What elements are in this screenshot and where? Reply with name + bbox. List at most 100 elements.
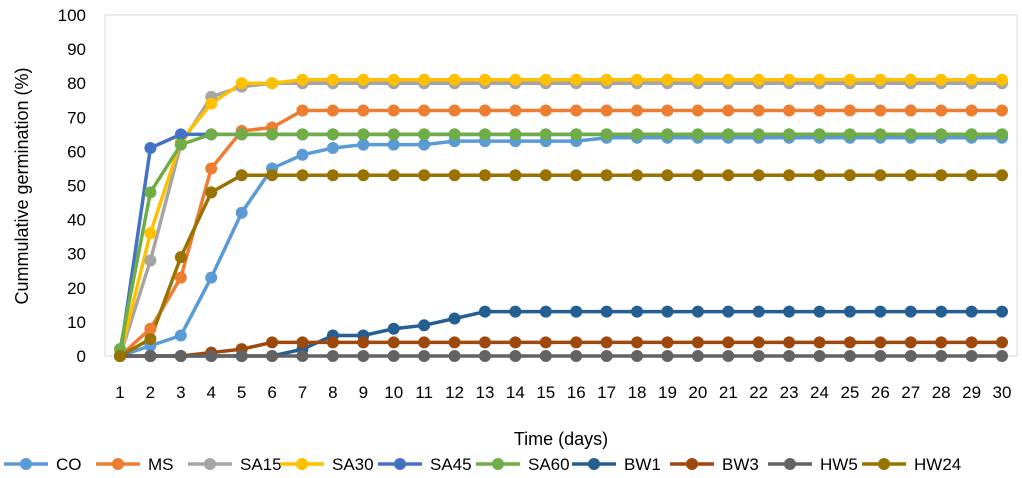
data-point-sa30 [843,73,856,86]
data-point-ms [205,162,218,175]
x-tick-label: 3 [176,383,185,402]
data-point-sa30 [904,73,917,86]
data-point-sa60 [478,128,491,141]
data-point-sa60 [874,128,887,141]
data-point-hw24 [418,169,431,182]
data-point-hw24 [996,169,1008,182]
data-point-bw3 [296,336,309,349]
data-point-sa30 [874,73,887,86]
data-point-bw3 [661,336,674,349]
legend-label-sa60: SA60 [528,455,570,474]
data-point-ms [722,104,735,117]
data-point-hw5 [478,350,491,362]
x-tick-label: 27 [901,383,920,402]
x-axis-label: Time (days) [514,429,608,449]
data-point-sa30 [509,73,522,86]
data-point-ms [631,104,644,117]
data-point-hw5 [235,350,248,362]
data-point-bw1 [783,305,796,318]
data-point-hw24 [326,169,339,182]
data-point-hw24 [539,169,552,182]
data-point-sa30 [326,73,339,86]
x-tick-label: 22 [749,383,768,402]
data-point-hw5 [874,350,887,362]
data-point-sa45 [174,128,187,141]
data-point-bw1 [387,322,400,335]
data-point-hw5 [296,350,309,362]
data-point-sa30 [478,73,491,86]
data-point-sa60 [448,128,461,141]
x-tick-label: 30 [993,383,1012,402]
data-point-hw24 [357,169,370,182]
legend-marker-hw5 [784,458,796,470]
data-point-hw5 [904,350,917,362]
legend-marker-sa45 [394,458,406,470]
data-point-hw5 [843,350,856,362]
data-point-ms [387,104,400,117]
data-point-sa60 [266,128,279,141]
data-point-bw3 [965,336,978,349]
data-point-sa30 [722,73,735,86]
x-tick-label: 19 [658,383,677,402]
data-point-bw3 [448,336,461,349]
legend-marker-bw1 [588,458,600,470]
data-point-bw1 [600,305,613,318]
data-point-bw3 [722,336,735,349]
data-point-sa60 [296,128,309,141]
y-tick-label: 60 [67,142,86,161]
legend-label-sa30: SA30 [332,455,374,474]
data-point-sa30 [539,73,552,86]
y-tick-label: 10 [67,313,86,332]
data-point-sa60 [570,128,583,141]
data-point-hw5 [509,350,522,362]
legend-label-hw5: HW5 [820,455,858,474]
legend-label-bw1: BW1 [624,455,661,474]
y-axis-label: Cummulative germination (%) [12,67,32,304]
data-point-sa60 [722,128,735,141]
data-point-sa60 [357,128,370,141]
data-point-hw5 [661,350,674,362]
data-point-sa60 [631,128,644,141]
data-point-ms [539,104,552,117]
legend-label-sa45: SA45 [430,455,472,474]
legend-marker-sa60 [492,458,504,470]
data-point-bw3 [266,336,279,349]
data-point-ms [509,104,522,117]
data-point-sa60 [539,128,552,141]
legend-marker-bw3 [686,458,698,470]
data-point-bw1 [965,305,978,318]
x-tick-label: 25 [840,383,859,402]
data-point-sa30 [448,73,461,86]
x-tick-label: 2 [146,383,155,402]
data-point-sa60 [205,128,218,141]
data-point-bw3 [478,336,491,349]
data-point-co [418,138,431,151]
data-point-hw24 [813,169,826,182]
data-point-bw1 [418,319,431,332]
data-point-sa60 [509,128,522,141]
data-point-bw3 [539,336,552,349]
data-point-sa60 [996,128,1008,141]
data-point-hw24 [448,169,461,182]
data-point-ms [478,104,491,117]
x-tick-label: 7 [298,383,307,402]
x-tick-label: 10 [384,383,403,402]
legend-marker-co [20,458,32,470]
data-point-sa30 [296,73,309,86]
data-point-hw5 [174,350,187,362]
data-point-hw24 [752,169,765,182]
data-point-sa60 [965,128,978,141]
data-point-hw24 [600,169,613,182]
data-point-hw24 [935,169,948,182]
data-point-hw5 [266,350,279,362]
data-point-sa30 [965,73,978,86]
data-point-bw1 [722,305,735,318]
data-point-sa60 [174,138,187,151]
data-point-ms [448,104,461,117]
data-point-ms [326,104,339,117]
data-point-bw3 [357,336,370,349]
data-point-hw24 [235,169,248,182]
data-point-bw3 [509,336,522,349]
data-point-ms [357,104,370,117]
data-point-sa30 [144,227,157,240]
